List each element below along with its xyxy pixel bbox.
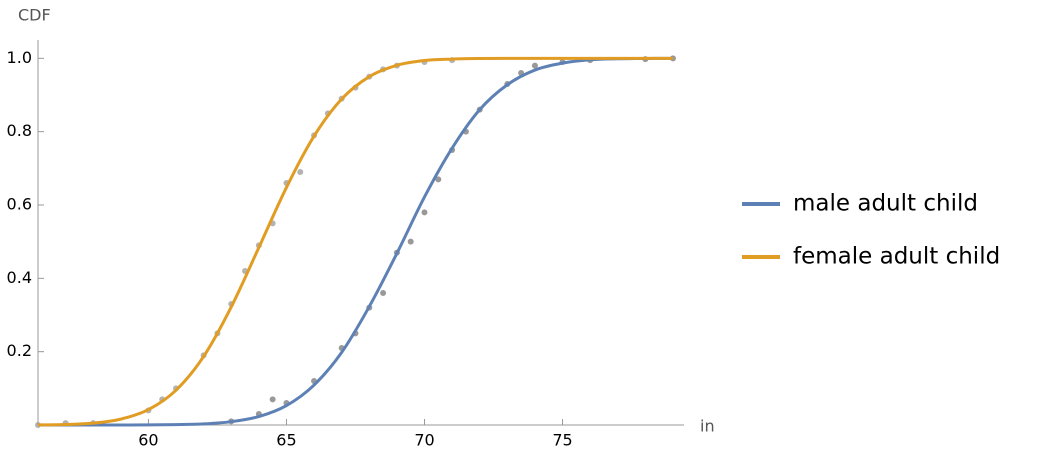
data-point — [407, 238, 414, 245]
data-point — [269, 396, 276, 403]
y-tick-label: 0.2 — [7, 341, 32, 360]
x-tick-label: 60 — [138, 431, 158, 450]
x-tick-label: 70 — [414, 431, 434, 450]
legend: male adult child female adult child — [742, 191, 1000, 270]
y-tick-label: 0.8 — [7, 121, 32, 140]
legend-label: male adult child — [793, 191, 978, 217]
data-point — [380, 290, 387, 296]
y-axis-label: CDF — [18, 6, 51, 25]
data-point — [297, 169, 304, 175]
data-point — [421, 209, 428, 216]
data-point — [531, 62, 538, 69]
x-tick-label: 65 — [276, 431, 296, 450]
cdf-line — [37, 56, 673, 427]
legend-label: female adult child — [793, 244, 1000, 270]
data-point — [435, 176, 442, 183]
x-tick-label: 75 — [552, 431, 572, 450]
x-axis-label: in — [700, 417, 715, 436]
cdf-line — [37, 56, 673, 427]
y-tick-label: 0.4 — [7, 268, 32, 287]
y-tick-label: 1.0 — [7, 48, 32, 67]
y-tick-label: 0.6 — [7, 195, 32, 214]
